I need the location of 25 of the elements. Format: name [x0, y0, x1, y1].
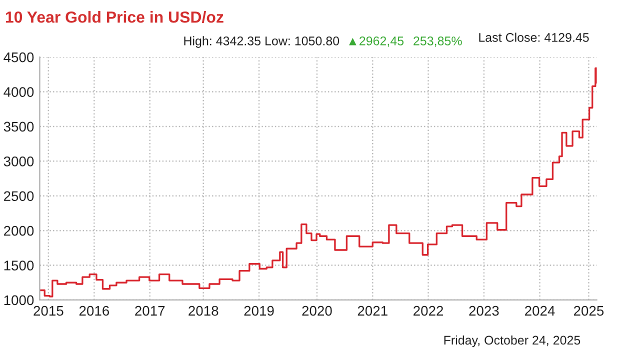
y-tick-label: 3000 — [4, 156, 34, 166]
text: High: 4342.35 Low: 1050.80 — [184, 36, 340, 48]
y-tick-label: 4000 — [4, 87, 34, 97]
x-tick-label: 2015 — [34, 306, 64, 316]
y-tick-label: 1000 — [4, 295, 34, 306]
y-tick-label: 1500 — [4, 260, 34, 270]
y-tick-label: 2000 — [4, 226, 34, 236]
text: 253,85% — [414, 36, 462, 47]
text: Last Close: 4129.45 — [479, 32, 589, 42]
x-tick-label: 2023 — [469, 306, 499, 316]
y-tick-label: 2500 — [4, 191, 34, 202]
x-tick-label: 2019 — [244, 306, 274, 316]
x-tick-label: 2021 — [358, 306, 388, 316]
x-tick-label: 2025 — [574, 306, 604, 316]
x-tick-label: 2016 — [79, 306, 110, 316]
x-tick-label: 2018 — [188, 306, 218, 316]
x-tick-label: 2022 — [414, 306, 444, 316]
x-tick-label: 2020 — [302, 306, 332, 316]
text: ▲2962,45 — [349, 36, 404, 47]
x-tick-label: 2017 — [135, 306, 165, 316]
chart-title: 10 Year Gold Price in USD/oz — [6, 11, 224, 23]
y-tick-label: 3500 — [4, 122, 34, 132]
text: Friday, October 24, 2025 — [444, 335, 580, 348]
x-tick-label: 2024 — [525, 306, 555, 316]
y-tick-label: 4500 — [4, 52, 34, 62]
